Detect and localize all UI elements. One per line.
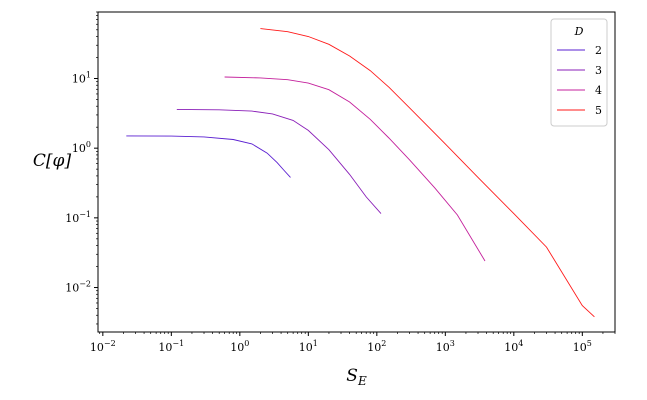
legend-items: 2 3 4 5 [557, 44, 602, 117]
x-tick-label: 100 [230, 339, 249, 354]
x-tick-label: 102 [367, 339, 386, 354]
x-tick-label: 10−1 [158, 339, 184, 354]
legend-box [550, 18, 608, 127]
x-tick-label: 103 [436, 339, 455, 354]
legend-title: D [574, 25, 584, 38]
x-tick-label: 10−2 [90, 339, 116, 354]
plot-frame [97, 11, 616, 333]
x-tick-label: 101 [299, 339, 318, 354]
axis-ticks: 10−2 10−1 100 101 102 103 104 105 10−2 10−1 100 101 [65, 11, 616, 354]
y-tick-label: 100 [72, 140, 91, 155]
y-tick-label: 101 [72, 70, 91, 85]
series-line-d4 [224, 76, 486, 262]
y-tick-label: 10−2 [65, 280, 91, 295]
legend-label-d4: 4 [595, 84, 602, 97]
legend-label-d2: 2 [595, 44, 602, 57]
x-axis-label: SE [346, 366, 367, 388]
legend: D 2 3 4 5 [550, 18, 608, 127]
legend-label-d3: 3 [595, 64, 602, 77]
plot-marks [126, 28, 595, 318]
x-tick-label: 105 [573, 339, 592, 354]
y-tick-label: 10−1 [65, 210, 91, 225]
legend-label-d5: 5 [595, 104, 602, 117]
series-line-d5 [260, 28, 595, 318]
series-line-d2 [126, 135, 291, 178]
series-line-d3 [176, 108, 382, 214]
y-axis-label: C[φ] [33, 151, 72, 171]
x-tick-label: 104 [504, 339, 523, 354]
